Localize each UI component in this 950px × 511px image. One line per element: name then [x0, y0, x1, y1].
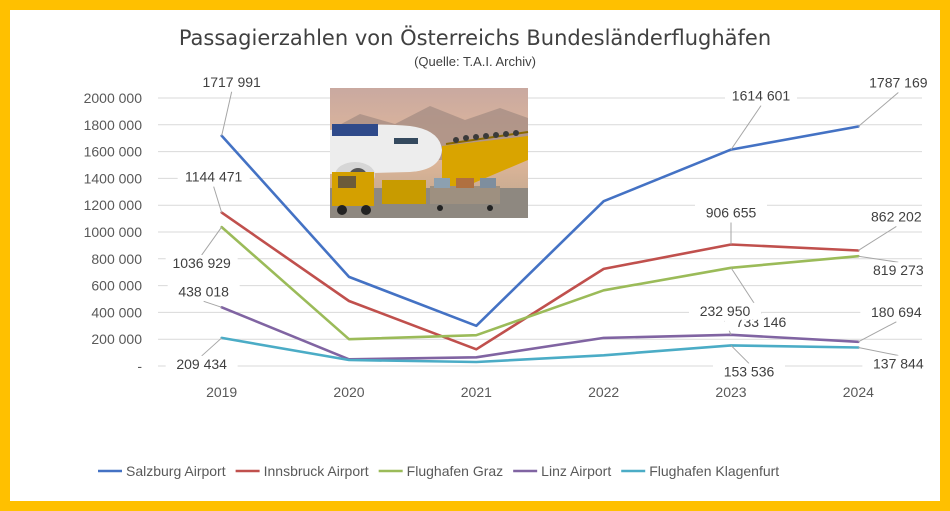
- data-label-bg: [860, 303, 933, 321]
- data-label: 1787 169: [869, 75, 928, 91]
- data-label-bg: [862, 74, 935, 92]
- chart-title: Passagierzahlen von Österreichs Bundeslä…: [179, 25, 771, 50]
- leader-line: [213, 186, 223, 213]
- y-tick-label: 200 000: [91, 331, 142, 347]
- leader-line: [201, 226, 223, 256]
- series-line-3: [220, 225, 860, 341]
- data-label: 819 273: [873, 262, 924, 278]
- x-tick-label: 2019: [206, 384, 237, 400]
- data-labels: 1717 991 1614 601 1787 169 1144 471 906 655 8…: [165, 73, 935, 381]
- y-tick-label: 800 000: [91, 251, 142, 267]
- data-label-bg: [177, 168, 250, 186]
- leader-line: [730, 105, 762, 150]
- x-tick-label: 2023: [715, 384, 746, 400]
- legend-label: Salzburg Airport: [126, 463, 226, 479]
- y-tick-label: 1000 000: [84, 224, 143, 240]
- data-label-bg: [695, 204, 767, 222]
- y-tick-label: -: [137, 358, 142, 374]
- chart-subtitle: (Quelle: T.A.I. Archiv): [414, 54, 536, 69]
- data-label: 1036 929: [172, 255, 231, 271]
- leader-line: [203, 300, 222, 308]
- chart: Passagierzahlen von Österreichs Bundeslä…: [84, 25, 935, 479]
- series-lines: [220, 125, 860, 364]
- y-axis: - 200 000 400 000 600 000 800 000 1000 000 120…: [84, 90, 143, 374]
- leader-line: [221, 91, 233, 136]
- leader-line: [858, 255, 899, 263]
- data-label-bg: [195, 73, 268, 91]
- leader-line: [858, 92, 899, 127]
- x-tick-label: 2021: [461, 384, 492, 400]
- chart-frame: Passagierzahlen von Österreichs Bundeslä…: [10, 10, 940, 501]
- data-label: 180 694: [871, 304, 922, 320]
- series-line-1: [220, 125, 860, 328]
- data-label-bg: [725, 87, 797, 105]
- x-tick-label: 2020: [333, 384, 364, 400]
- leader-line: [201, 337, 223, 357]
- data-label: 438 018: [178, 283, 229, 299]
- data-label: 153 536: [724, 363, 775, 379]
- label-leader-lines: [201, 91, 899, 364]
- data-label: 209 434: [176, 356, 227, 372]
- leader-line: [858, 321, 897, 343]
- data-label-bg: [167, 283, 240, 301]
- data-label: 137 844: [873, 356, 924, 372]
- legend-label: Flughafen Graz: [407, 463, 504, 479]
- data-label: 1144 471: [185, 169, 243, 185]
- data-label-bg: [860, 208, 933, 226]
- y-tick-label: 1800 000: [84, 117, 143, 133]
- x-axis: 2019 2020 2021 2022 2023 2024: [206, 384, 874, 400]
- data-label: 906 655: [706, 205, 757, 221]
- y-tick-label: 400 000: [91, 304, 142, 320]
- series-line-2: [220, 211, 860, 351]
- y-tick-label: 2000 000: [84, 90, 143, 106]
- data-label: 862 202: [871, 208, 922, 224]
- y-tick-label: 1600 000: [84, 144, 143, 160]
- data-label-bg: [713, 363, 785, 381]
- x-tick-label: 2024: [843, 384, 874, 400]
- legend-label: Flughafen Klagenfurt: [649, 463, 779, 479]
- y-tick-label: 1400 000: [84, 170, 143, 186]
- gridlines: [158, 97, 922, 367]
- leader-line: [858, 347, 899, 357]
- legend-label: Linz Airport: [541, 463, 611, 479]
- data-label-bg: [165, 255, 238, 273]
- series-line-5: [220, 336, 860, 364]
- y-tick-label: 1200 000: [84, 197, 143, 213]
- data-label-bg: [862, 262, 935, 280]
- data-label-bg: [689, 302, 761, 320]
- legend-label: Innsbruck Airport: [264, 463, 369, 479]
- series-line-4: [220, 305, 860, 361]
- leader-line: [858, 226, 897, 251]
- leader-line: [730, 345, 750, 364]
- data-label: 1614 601: [732, 88, 791, 104]
- data-label: 1717 991: [202, 74, 261, 90]
- data-label-bg: [862, 355, 935, 373]
- y-tick-label: 600 000: [91, 278, 142, 294]
- data-label: 232 950: [700, 303, 751, 319]
- airplane-photo: [330, 88, 529, 218]
- data-label-bg: [165, 355, 238, 373]
- legend: Salzburg Airport Innsbruck Airport Flughaf…: [98, 463, 779, 479]
- x-tick-label: 2022: [588, 384, 619, 400]
